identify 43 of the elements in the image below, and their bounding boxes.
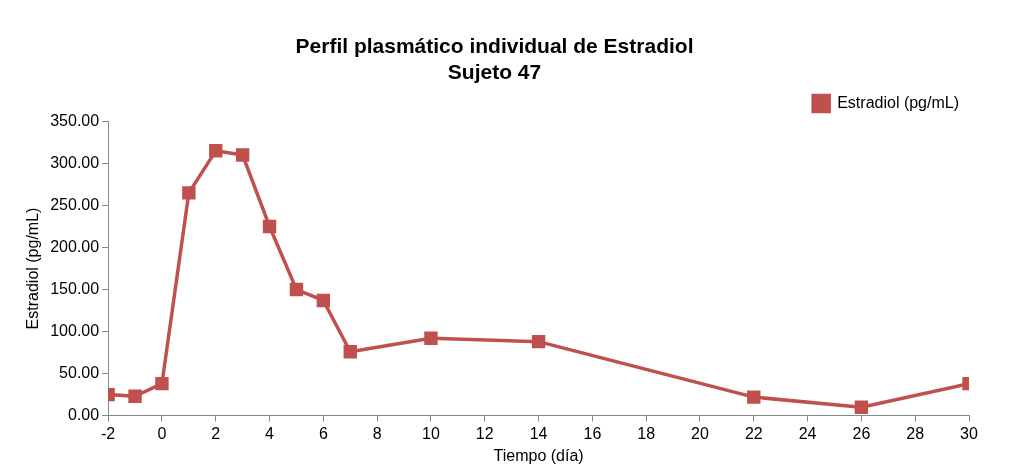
chart-title: Perfil plasmático individual de Estradiol (295, 34, 694, 58)
y-tick-label: 200.00 (50, 237, 100, 255)
y-tick-label: 0.00 (68, 406, 100, 424)
x-tick-label: 0 (157, 424, 167, 442)
x-tick-label: 28 (906, 424, 925, 442)
y-axis-title: Estradiol (pg/mL) (24, 207, 42, 330)
x-tick-label: 4 (265, 424, 275, 442)
point (747, 390, 761, 404)
y-tick-label: 150.00 (50, 279, 100, 297)
x-tick-label: 8 (372, 424, 382, 442)
point (209, 144, 223, 158)
x-tick-label: 26 (852, 424, 871, 442)
point (235, 148, 250, 162)
x-tick-label: 30 (960, 424, 978, 442)
x-axis-title: Tiempo (día) (493, 446, 584, 464)
x-tick-label: 22 (744, 424, 763, 442)
x-tick-label: 10 (422, 424, 440, 442)
y-tick-label: 50.00 (59, 363, 100, 381)
x-tick-label: 20 (691, 424, 709, 442)
x-tick-label: 14 (529, 424, 548, 442)
x-tick-label: 24 (798, 424, 817, 442)
y-tick-label: 250.00 (50, 195, 100, 213)
legend-label: Estradiol (pg/mL) (837, 93, 960, 111)
chart-subtitle: Sujeto 47 (447, 59, 542, 83)
y-tick-label: 100.00 (50, 321, 100, 339)
point (424, 331, 438, 345)
point (531, 334, 546, 349)
x-tick-label: 6 (318, 424, 328, 442)
point (343, 345, 357, 359)
x-tick-label: 18 (637, 424, 656, 442)
point (128, 389, 142, 403)
x-tick-label: 16 (583, 424, 602, 442)
x-tick-label: 2 (211, 424, 221, 442)
y-tick-label: 300.00 (50, 153, 100, 171)
x-tick-label: -2 (101, 424, 116, 442)
point (289, 282, 304, 297)
point (155, 376, 169, 391)
y-tick-label: 350.00 (50, 111, 100, 129)
x-tick-label: 12 (475, 424, 494, 442)
point (854, 400, 869, 414)
point (262, 219, 277, 234)
point (182, 186, 196, 200)
point (316, 293, 331, 308)
